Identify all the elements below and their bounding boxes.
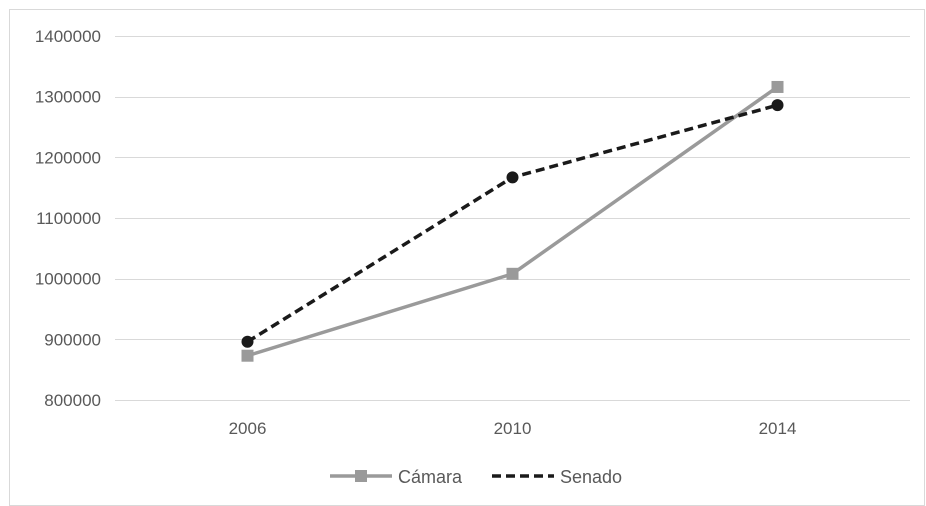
x-tick-label-2006: 2006 bbox=[229, 419, 267, 438]
series-group bbox=[241, 80, 784, 362]
x-tick-label-2010: 2010 bbox=[494, 419, 532, 438]
legend-item-1: Senado bbox=[492, 467, 622, 487]
y-tick-label-900000: 900000 bbox=[44, 330, 101, 349]
y-axis-tick-labels: 800000 900000 1000000 1100000 1200000 1300000… bbox=[35, 27, 101, 410]
data-point-1-1 bbox=[506, 171, 519, 184]
legend-marker-0 bbox=[355, 470, 367, 482]
data-point-0-0 bbox=[241, 349, 254, 362]
series-0 bbox=[241, 80, 784, 362]
y-tick-label-1000000: 1000000 bbox=[35, 270, 101, 289]
series-1 bbox=[241, 99, 784, 348]
y-tick-label-1300000: 1300000 bbox=[35, 88, 101, 107]
data-point-1-2 bbox=[771, 99, 784, 112]
y-tick-label-1200000: 1200000 bbox=[35, 148, 101, 167]
y-tick-label-800000: 800000 bbox=[44, 391, 101, 410]
legend-item-0: Cámara bbox=[330, 467, 463, 487]
data-point-1-0 bbox=[241, 335, 254, 348]
y-tick-label-1400000: 1400000 bbox=[35, 27, 101, 46]
y-tick-label-1100000: 1100000 bbox=[36, 209, 101, 228]
data-point-0-1 bbox=[506, 267, 519, 280]
legend-label-1: Senado bbox=[560, 467, 622, 487]
x-axis-tick-labels: 2006 2010 2014 bbox=[229, 419, 797, 438]
data-point-0-2 bbox=[771, 80, 784, 93]
legend-label-0: Cámara bbox=[398, 467, 463, 487]
legend: Cámara Senado bbox=[330, 467, 622, 487]
x-tick-label-2014: 2014 bbox=[759, 419, 797, 438]
